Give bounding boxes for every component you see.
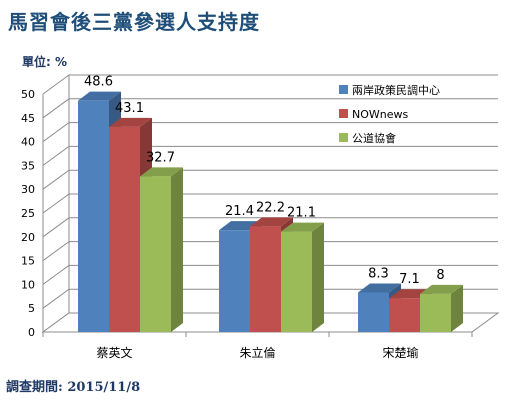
y-tick-label: 25 xyxy=(21,207,35,220)
bars xyxy=(78,91,463,333)
category-label: 朱立倫 xyxy=(239,345,275,360)
data-label: 21.1 xyxy=(287,206,316,221)
legend-label: NOWnews xyxy=(352,108,408,121)
bar xyxy=(420,284,463,332)
legend-label: 兩岸政策民調中心 xyxy=(352,83,440,97)
y-axis-unit-label: 單位: % xyxy=(22,55,68,69)
survey-period: 調查期間: 2015/11/8 xyxy=(6,380,141,395)
y-tick-label: 45 xyxy=(21,112,35,125)
data-label: 8 xyxy=(436,268,444,283)
chart-title: 馬習會後三黨參選人支持度 xyxy=(8,10,260,34)
y-tick-label: 35 xyxy=(21,159,35,172)
y-tick-label: 50 xyxy=(21,88,35,101)
data-label: 21.4 xyxy=(225,204,254,219)
data-label: 22.2 xyxy=(256,200,285,215)
legend-swatch xyxy=(339,109,348,118)
y-tick-label: 0 xyxy=(28,326,35,339)
data-label: 43.1 xyxy=(115,101,144,116)
legend-swatch xyxy=(339,133,348,142)
legend: 兩岸政策民調中心 NOWnews 公道協會 xyxy=(339,83,440,145)
legend-label: 公道協會 xyxy=(352,131,396,145)
y-tick-label: 20 xyxy=(21,231,35,244)
legend-item: 兩岸政策民調中心 xyxy=(339,83,440,97)
y-tick-label: 40 xyxy=(21,136,35,149)
category-label: 宋楚瑜 xyxy=(382,345,418,360)
legend-item: NOWnews xyxy=(339,108,408,121)
y-tick-label: 10 xyxy=(21,278,35,291)
data-label: 48.6 xyxy=(84,75,113,90)
y-tick-label: 15 xyxy=(21,255,35,268)
y-tick-label: 5 xyxy=(28,302,35,315)
legend-swatch xyxy=(339,85,348,94)
category-label: 蔡英文 xyxy=(96,345,132,360)
bar xyxy=(281,222,324,332)
data-label: 32.7 xyxy=(146,150,175,165)
data-label: 7.1 xyxy=(399,272,420,287)
data-labels: 48.6 21.4 8.3 43.1 22.2 7.1 32.7 21.1 8 xyxy=(84,75,445,288)
bar xyxy=(140,167,183,332)
y-tick-label: 30 xyxy=(21,183,35,196)
legend-item: 公道協會 xyxy=(339,131,396,145)
data-label: 8.3 xyxy=(368,266,389,281)
